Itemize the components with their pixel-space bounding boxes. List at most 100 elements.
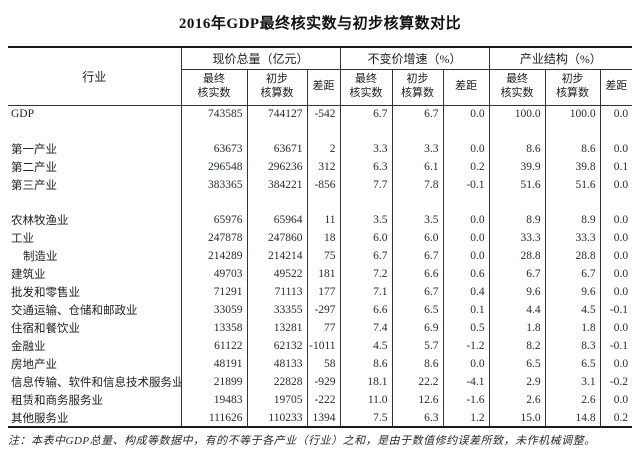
value-cell: 7.5	[339, 409, 393, 427]
value-cell: 75	[306, 247, 341, 265]
value-cell: 2.6	[488, 391, 546, 409]
value-cell: 48133	[246, 355, 307, 373]
value-cell: -0.1	[599, 337, 633, 355]
spacer-cell	[599, 194, 633, 211]
table-row: 制造业 214289 214214 75 6.7 6.7 0.0 28.8 28.8 0.0	[8, 247, 633, 265]
spacer-cell	[246, 123, 307, 140]
subheader-preliminary: 初步 核算数	[544, 69, 601, 106]
value-cell: 65964	[246, 211, 307, 229]
value-cell: 6.7	[544, 265, 601, 283]
row-label: 第三产业	[11, 180, 57, 192]
table-row: 第一产业 63673 63671 2 3.3 3.3 0.0 8.6 8.6 0.0	[8, 140, 633, 158]
value-cell: 1394	[306, 409, 341, 427]
value-cell: 6.5	[488, 355, 546, 373]
value-cell: -1011	[306, 337, 341, 355]
value-cell: 61122	[180, 337, 247, 355]
value-cell: 12.6	[391, 391, 444, 409]
row-label: 制造业	[23, 251, 58, 263]
value-cell: 744127	[246, 105, 307, 123]
value-cell: 13281	[246, 319, 307, 337]
value-cell: 0.0	[599, 283, 633, 301]
value-cell: 8.2	[488, 337, 546, 355]
spacer-cell	[339, 123, 393, 140]
spacer-cell	[306, 194, 341, 211]
value-cell: 0.2	[599, 409, 633, 427]
gdp-comparison-table: 行业 现价总量（亿元） 不变价增速（%） 产业结构（%） 最终 核实数 初步 核…	[8, 46, 633, 428]
value-cell: 28.8	[544, 247, 601, 265]
row-label: 房地产业	[11, 359, 57, 371]
value-cell: 1.8	[488, 319, 546, 337]
subheader-gap: 差距	[599, 69, 633, 106]
row-label: 批发和零售业	[11, 287, 80, 299]
table-row: 工业 247878 247860 18 6.0 6.0 0.0 33.3 33.3 0.0	[8, 229, 633, 247]
value-cell: 2.9	[488, 373, 546, 391]
row-label: 信息传输、软件和信息技术服务业	[11, 377, 181, 389]
table-row: 金融业 61122 62132 -1011 4.5 5.7 -1.2 8.2 8.3 -0.1	[8, 337, 633, 355]
row-label: 建筑业	[11, 269, 46, 281]
value-cell: -929	[306, 373, 341, 391]
value-cell: 0.0	[599, 105, 633, 123]
value-cell: 6.7	[488, 265, 546, 283]
value-cell: 181	[306, 265, 341, 283]
value-cell: 8.3	[544, 337, 601, 355]
table-row: 住宿和餐饮业 13358 13281 77 7.4 6.9 0.5 1.8 1.8 0.0	[8, 319, 633, 337]
value-cell: 6.7	[391, 283, 444, 301]
value-cell: 7.7	[339, 176, 393, 194]
value-cell: 22828	[246, 373, 307, 391]
value-cell: 0.0	[599, 355, 633, 373]
spacer-cell	[180, 123, 247, 140]
value-cell: 7.8	[391, 176, 444, 194]
row-label: 第二产业	[11, 162, 57, 174]
spacer-row	[8, 123, 633, 140]
value-cell: 0.0	[599, 247, 633, 265]
row-label: 住宿和餐饮业	[11, 323, 80, 335]
value-cell: 19705	[246, 391, 307, 409]
value-cell: 51.6	[544, 176, 601, 194]
value-cell: 8.6	[391, 355, 444, 373]
value-cell: 14.8	[544, 409, 601, 427]
value-cell: 2	[306, 140, 341, 158]
value-cell: 296236	[246, 158, 307, 176]
value-cell: 6.7	[391, 105, 444, 123]
value-cell: 0.0	[442, 229, 490, 247]
value-cell: 1.2	[442, 409, 490, 427]
value-cell: 28.8	[488, 247, 546, 265]
value-cell: 6.0	[339, 229, 393, 247]
value-cell: 21899	[180, 373, 247, 391]
value-cell: 3.3	[339, 140, 393, 158]
value-cell: 58	[306, 355, 341, 373]
value-cell: 4.4	[488, 301, 546, 319]
spacer-cell	[391, 194, 444, 211]
table-row: GDP 743585 744127 -542 6.7 6.7 0.0 100.0 100.0 0.…	[8, 105, 633, 123]
value-cell: 6.3	[339, 158, 393, 176]
value-cell: 49522	[246, 265, 307, 283]
value-cell: 0.5	[442, 319, 490, 337]
value-cell: 13358	[180, 319, 247, 337]
value-cell: 6.7	[339, 247, 393, 265]
value-cell: -0.1	[442, 176, 490, 194]
group-header-constant-price-growth: 不变价增速（%）	[339, 47, 490, 70]
value-cell: 0.6	[442, 265, 490, 283]
spacer-cell	[544, 194, 601, 211]
value-cell: 312	[306, 158, 341, 176]
row-label: 其他服务业	[11, 412, 69, 425]
value-cell: 0.0	[442, 140, 490, 158]
value-cell: 6.7	[339, 105, 393, 123]
value-cell: 6.5	[391, 301, 444, 319]
value-cell: 247878	[180, 229, 247, 247]
value-cell: 3.5	[339, 211, 393, 229]
row-label: 第一产业	[11, 144, 57, 156]
value-cell: 100.0	[488, 105, 546, 123]
subheader-final-verified: 最终 核实数	[488, 69, 546, 106]
value-cell: 6.6	[391, 265, 444, 283]
spacer-cell	[8, 194, 181, 211]
value-cell: 5.7	[391, 337, 444, 355]
value-cell: 8.6	[339, 355, 393, 373]
spacer-cell	[442, 194, 490, 211]
subheader-gap: 差距	[306, 69, 341, 106]
table-row: 其他服务业 111626 110233 1394 7.5 6.3 1.2 15.0 14.8 0.…	[8, 409, 633, 427]
value-cell: 8.6	[488, 140, 546, 158]
value-cell: 33.3	[488, 229, 546, 247]
table-row: 第三产业 383365 384221 -856 7.7 7.8 -0.1 51.6 51.6 0.…	[8, 176, 633, 194]
value-cell: 6.5	[544, 355, 601, 373]
